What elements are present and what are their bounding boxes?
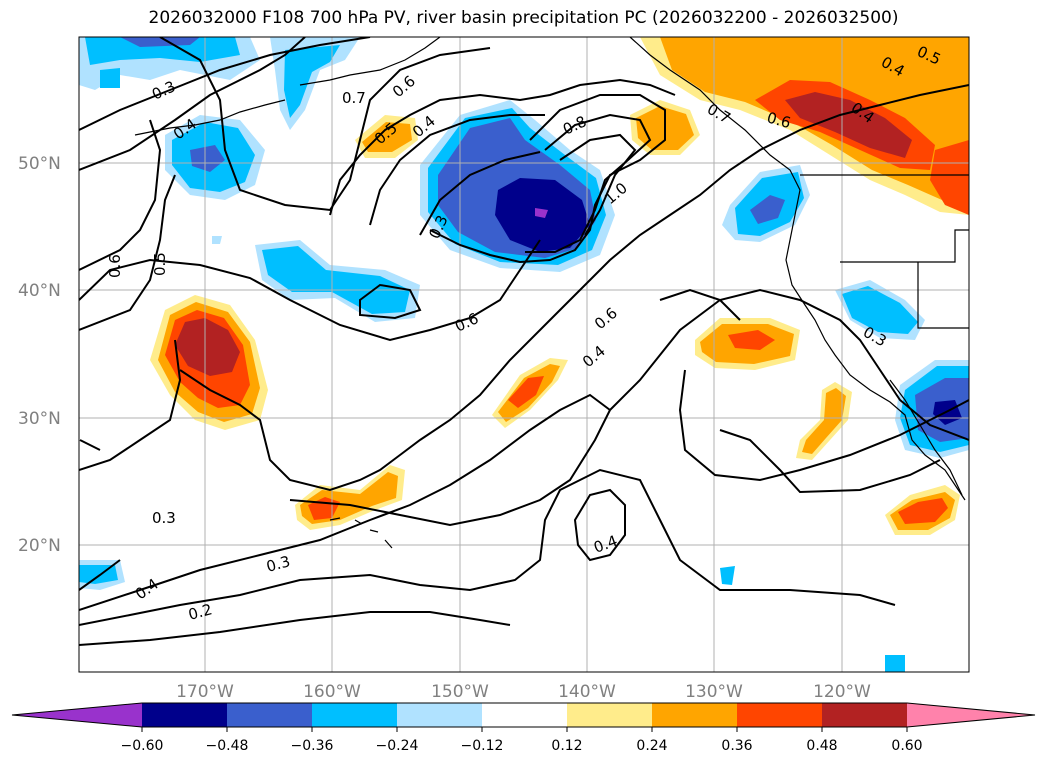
lon-label-150w: 150°W — [431, 682, 489, 702]
colorbar-tick-label: 0.60 — [891, 738, 922, 754]
latitude-labels: 50°N 40°N 30°N 20°N — [18, 154, 61, 556]
colorbar-segment — [482, 703, 567, 727]
contour-label: 0.2 — [186, 600, 214, 624]
contour-label: 0.6 — [765, 108, 793, 132]
contour-label: 0.3 — [152, 509, 176, 527]
lon-label-130w: 130°W — [685, 682, 743, 702]
colorbar-tick-label: −0.60 — [121, 738, 164, 754]
lat-label-40n: 40°N — [18, 281, 61, 301]
contour-label: 0.3 — [264, 552, 292, 576]
contour-label: 0.7 — [342, 89, 366, 107]
colorbar-segment — [822, 703, 907, 727]
lat-label-30n: 30°N — [18, 409, 61, 429]
colorbar-tick-label: 0.48 — [806, 738, 837, 754]
lon-label-140w: 140°W — [558, 682, 616, 702]
gridlines — [79, 37, 969, 672]
colorbar-segment — [397, 703, 482, 727]
precip-shading — [79, 37, 969, 672]
colorbar-segment — [142, 703, 227, 727]
lon-label-120w: 120°W — [813, 682, 871, 702]
lon-label-160w: 160°W — [303, 682, 361, 702]
colorbar-segment — [737, 703, 822, 727]
colorbar-tick-label: −0.36 — [291, 738, 334, 754]
longitude-labels: 170°W 160°W 150°W 140°W 130°W 120°W — [176, 682, 871, 702]
coastlines — [134, 37, 969, 549]
lat-label-20n: 20°N — [18, 536, 61, 556]
pv-contours — [79, 37, 969, 646]
map-border — [78, 36, 970, 673]
colorbar-segment — [312, 703, 397, 727]
colorbar-tick-label: 0.36 — [721, 738, 752, 754]
contour-label: 0.5 — [151, 252, 169, 276]
colorbar-tick-label: 0.24 — [636, 738, 667, 754]
colorbar-segment — [567, 703, 652, 727]
lon-label-170w: 170°W — [176, 682, 234, 702]
colorbar-tick-label: 0.12 — [551, 738, 582, 754]
map-title: 2026032000 F108 700 hPa PV, river basin … — [148, 8, 899, 28]
colorbar-tick-label: −0.24 — [376, 738, 419, 754]
contour-label: 0.6 — [106, 254, 124, 278]
colorbar-segment — [652, 703, 737, 727]
colorbar-segment — [12, 703, 142, 727]
colorbar-segment — [227, 703, 312, 727]
lat-label-50n: 50°N — [18, 154, 61, 174]
colorbar-segment — [907, 703, 1035, 727]
colorbar-tick-label: −0.48 — [206, 738, 249, 754]
colorbar-tick-label: −0.12 — [461, 738, 504, 754]
colorbar: −0.60 −0.48 −0.36 −0.24 −0.12 0.12 0.24 … — [11, 702, 1036, 754]
